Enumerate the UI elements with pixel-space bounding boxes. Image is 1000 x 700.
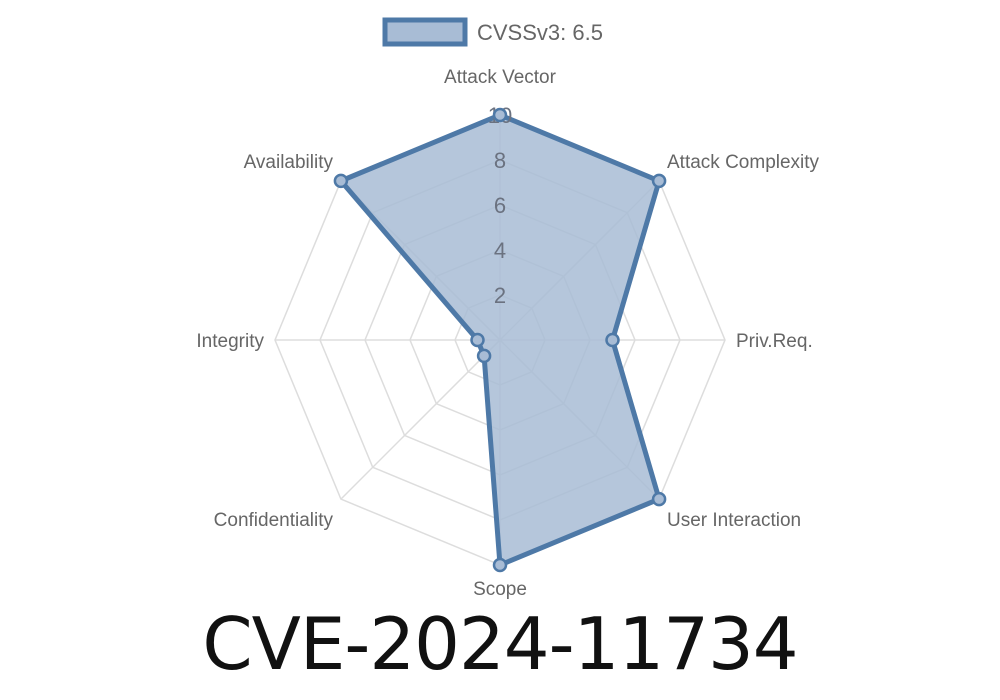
data-point	[333, 173, 349, 189]
legend-swatch	[382, 17, 468, 47]
axis-label: Confidentiality	[214, 510, 334, 531]
data-point	[605, 332, 620, 348]
data-point	[651, 173, 667, 189]
tick-label: 6	[494, 193, 506, 218]
data-point	[470, 332, 485, 348]
axis-label: User Interaction	[667, 510, 801, 531]
tick-label: 8	[494, 148, 506, 173]
page-title: CVE-2024-11734	[202, 602, 798, 686]
axis-label: Attack Complexity	[667, 152, 820, 173]
axis-label: Availability	[244, 152, 334, 173]
data-point	[492, 107, 508, 123]
data-point	[492, 557, 508, 573]
axis-label: Integrity	[196, 331, 264, 352]
axis-label: Attack Vector	[444, 67, 557, 88]
data-point	[476, 348, 492, 364]
axis-label: Scope	[473, 579, 527, 600]
axis-label: Priv.Req.	[736, 331, 813, 352]
tick-label: 4	[494, 238, 506, 263]
tick-label: 2	[494, 283, 506, 308]
data-point	[651, 491, 667, 507]
grid-spoke	[340, 339, 501, 500]
legend-label: CVSSv3: 6.5	[477, 20, 603, 45]
